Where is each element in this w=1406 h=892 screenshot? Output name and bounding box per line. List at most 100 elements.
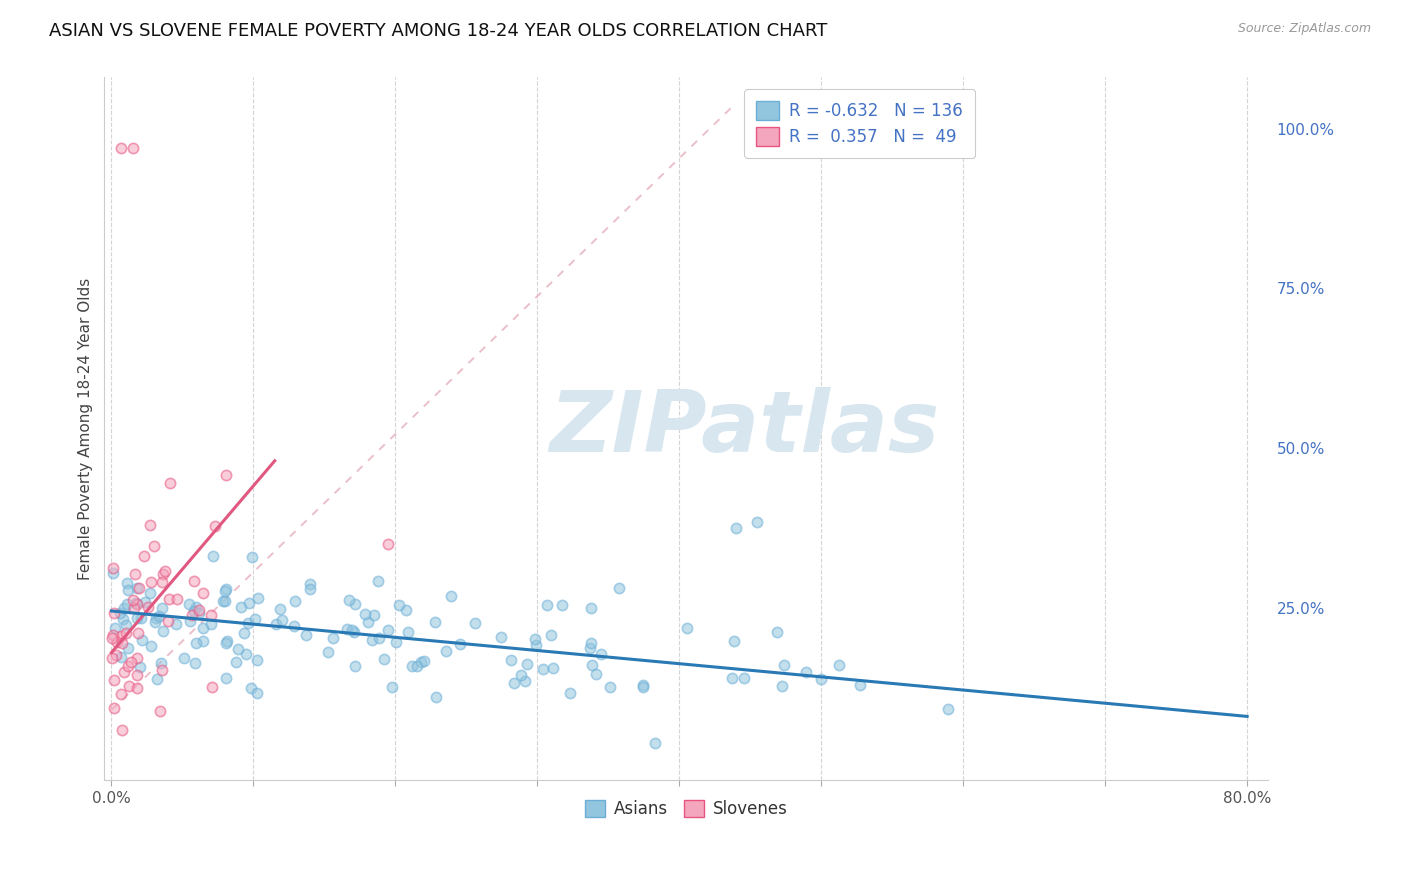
Point [157,591,180,606]
Point [127,681,149,695]
Point [589,647,612,661]
Point [112,601,135,615]
Point [536,598,558,612]
Point [343,597,366,611]
Point [141,574,163,589]
Point [103,627,125,641]
Point [125,651,148,665]
Point [235,647,257,661]
Point [377,623,399,637]
Point [794,665,817,679]
Point [150,575,173,590]
Point [298,582,321,597]
Point [360,633,382,648]
Point [510,668,533,682]
Point [184,600,207,615]
Point [396,625,419,640]
Point [110,141,132,155]
Point [146,672,169,686]
Point [363,608,385,623]
Point [543,661,565,675]
Point [139,517,162,532]
Point [110,649,132,664]
Point [121,141,143,155]
Point [405,658,427,673]
Point [173,651,195,665]
Point [515,673,537,688]
Point [579,601,602,615]
Point [733,672,755,686]
Point [229,600,252,615]
Point [191,634,214,648]
Point [342,624,364,638]
Point [246,685,269,699]
Point [215,582,238,596]
Point [354,607,377,622]
Point [120,655,142,669]
Point [136,600,159,615]
Point [200,616,222,631]
Point [644,736,666,750]
Point [449,637,471,651]
Point [810,672,832,686]
Point [110,687,132,701]
Point [166,591,188,606]
Point [159,476,181,491]
Point [463,615,485,630]
Point [117,641,139,656]
Point [200,607,222,622]
Point [117,583,139,598]
Point [233,625,256,640]
Point [212,594,235,608]
Point [336,622,359,636]
Point [423,615,446,630]
Point [766,625,789,640]
Point [202,549,225,563]
Point [936,702,959,716]
Point [848,678,870,692]
Point [401,659,423,673]
Point [131,632,153,647]
Point [381,680,404,694]
Point [489,630,512,644]
Point [236,616,259,631]
Point [723,633,745,648]
Point [373,651,395,665]
Point [675,622,697,636]
Point [214,594,236,608]
Point [152,624,174,638]
Point [283,594,305,608]
Point [105,635,128,649]
Point [153,564,176,578]
Point [117,575,139,590]
Point [770,679,793,693]
Legend: Asians, Slovenes: Asians, Slovenes [579,793,794,825]
Point [104,621,127,635]
Point [188,602,211,616]
Point [316,645,339,659]
Point [138,586,160,600]
Point [239,681,262,696]
Point [127,611,149,625]
Point [103,566,125,580]
Point [204,518,226,533]
Point [440,590,463,604]
Point [103,700,125,714]
Point [531,662,554,676]
Point [111,636,134,650]
Point [111,723,134,738]
Point [124,600,146,615]
Point [112,612,135,626]
Point [125,597,148,611]
Point [215,634,238,648]
Point [357,615,380,629]
Point [226,642,249,657]
Point [183,574,205,589]
Point [387,598,409,612]
Point [215,467,238,482]
Point [117,658,139,673]
Point [101,631,124,645]
Point [409,655,432,669]
Point [129,610,152,624]
Point [191,585,214,599]
